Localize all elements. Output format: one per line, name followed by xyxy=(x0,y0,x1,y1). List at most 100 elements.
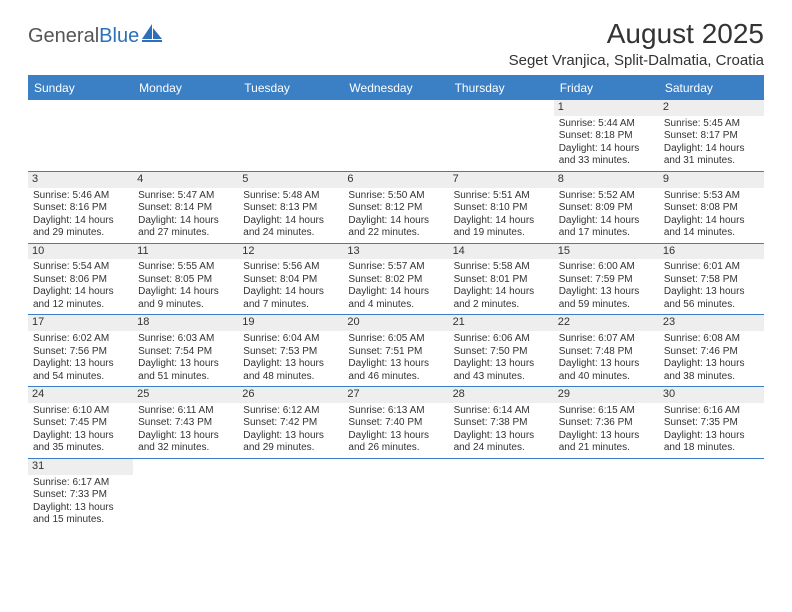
day-cell: 13Sunrise: 5:57 AMSunset: 8:02 PMDayligh… xyxy=(343,244,448,315)
sunset-text: Sunset: 8:04 PM xyxy=(243,274,338,287)
daylight-text: Daylight: 14 hours and 17 minutes. xyxy=(559,215,654,240)
day-cell: 22Sunrise: 6:07 AMSunset: 7:48 PMDayligh… xyxy=(554,315,659,386)
sunrise-text: Sunrise: 5:45 AM xyxy=(664,118,759,131)
daylight-text: Daylight: 13 hours and 56 minutes. xyxy=(664,286,759,311)
day-cell: 4Sunrise: 5:47 AMSunset: 8:14 PMDaylight… xyxy=(133,172,238,243)
day-number: 3 xyxy=(28,172,133,188)
sunset-text: Sunset: 7:35 PM xyxy=(664,417,759,430)
sunset-text: Sunset: 7:36 PM xyxy=(559,417,654,430)
daylight-text: Daylight: 14 hours and 9 minutes. xyxy=(138,286,233,311)
weekday-label: Friday xyxy=(554,77,659,100)
sunrise-text: Sunrise: 6:12 AM xyxy=(243,405,338,418)
day-cell: 21Sunrise: 6:06 AMSunset: 7:50 PMDayligh… xyxy=(449,315,554,386)
sunrise-text: Sunrise: 6:11 AM xyxy=(138,405,233,418)
header: GeneralBlue August 2025 Seget Vranjica, … xyxy=(28,18,764,69)
day-number: 4 xyxy=(133,172,238,188)
daylight-text: Daylight: 14 hours and 22 minutes. xyxy=(348,215,443,240)
day-number xyxy=(238,459,343,473)
day-cell: 24Sunrise: 6:10 AMSunset: 7:45 PMDayligh… xyxy=(28,387,133,458)
daylight-text: Daylight: 13 hours and 46 minutes. xyxy=(348,358,443,383)
day-number: 14 xyxy=(449,244,554,260)
sunrise-text: Sunrise: 6:06 AM xyxy=(454,333,549,346)
day-number: 13 xyxy=(343,244,448,260)
day-number: 20 xyxy=(343,315,448,331)
sunrise-text: Sunrise: 5:51 AM xyxy=(454,190,549,203)
day-cell xyxy=(238,100,343,171)
day-cell: 3Sunrise: 5:46 AMSunset: 8:16 PMDaylight… xyxy=(28,172,133,243)
day-number xyxy=(343,459,448,473)
day-number: 18 xyxy=(133,315,238,331)
sunset-text: Sunset: 7:42 PM xyxy=(243,417,338,430)
day-number: 21 xyxy=(449,315,554,331)
day-cell: 12Sunrise: 5:56 AMSunset: 8:04 PMDayligh… xyxy=(238,244,343,315)
sunrise-text: Sunrise: 5:47 AM xyxy=(138,190,233,203)
day-cell: 14Sunrise: 5:58 AMSunset: 8:01 PMDayligh… xyxy=(449,244,554,315)
sunset-text: Sunset: 8:05 PM xyxy=(138,274,233,287)
sunrise-text: Sunrise: 5:55 AM xyxy=(138,261,233,274)
sunset-text: Sunset: 7:43 PM xyxy=(138,417,233,430)
weekday-label: Wednesday xyxy=(343,77,448,100)
day-number xyxy=(554,459,659,473)
sunset-text: Sunset: 7:33 PM xyxy=(33,489,128,502)
day-cell: 29Sunrise: 6:15 AMSunset: 7:36 PMDayligh… xyxy=(554,387,659,458)
day-cell xyxy=(343,100,448,171)
sunrise-text: Sunrise: 6:10 AM xyxy=(33,405,128,418)
weekday-label: Saturday xyxy=(659,77,764,100)
daylight-text: Daylight: 13 hours and 15 minutes. xyxy=(33,502,128,527)
day-number: 22 xyxy=(554,315,659,331)
daylight-text: Daylight: 14 hours and 24 minutes. xyxy=(243,215,338,240)
sunrise-text: Sunrise: 6:02 AM xyxy=(33,333,128,346)
sunset-text: Sunset: 7:45 PM xyxy=(33,417,128,430)
day-cell xyxy=(554,459,659,530)
day-number: 11 xyxy=(133,244,238,260)
day-cell: 18Sunrise: 6:03 AMSunset: 7:54 PMDayligh… xyxy=(133,315,238,386)
day-number: 7 xyxy=(449,172,554,188)
day-cell: 11Sunrise: 5:55 AMSunset: 8:05 PMDayligh… xyxy=(133,244,238,315)
day-cell: 16Sunrise: 6:01 AMSunset: 7:58 PMDayligh… xyxy=(659,244,764,315)
week-row: 31Sunrise: 6:17 AMSunset: 7:33 PMDayligh… xyxy=(28,459,764,530)
week-row: 17Sunrise: 6:02 AMSunset: 7:56 PMDayligh… xyxy=(28,315,764,387)
weekday-label: Tuesday xyxy=(238,77,343,100)
sunset-text: Sunset: 8:01 PM xyxy=(454,274,549,287)
day-number: 28 xyxy=(449,387,554,403)
sunset-text: Sunset: 8:17 PM xyxy=(664,130,759,143)
day-cell xyxy=(449,459,554,530)
daylight-text: Daylight: 14 hours and 29 minutes. xyxy=(33,215,128,240)
day-cell: 30Sunrise: 6:16 AMSunset: 7:35 PMDayligh… xyxy=(659,387,764,458)
sunrise-text: Sunrise: 6:14 AM xyxy=(454,405,549,418)
daylight-text: Daylight: 14 hours and 33 minutes. xyxy=(559,143,654,168)
daylight-text: Daylight: 14 hours and 14 minutes. xyxy=(664,215,759,240)
daylight-text: Daylight: 13 hours and 35 minutes. xyxy=(33,430,128,455)
sunrise-text: Sunrise: 6:07 AM xyxy=(559,333,654,346)
day-cell: 8Sunrise: 5:52 AMSunset: 8:09 PMDaylight… xyxy=(554,172,659,243)
day-cell xyxy=(343,459,448,530)
day-number: 12 xyxy=(238,244,343,260)
day-cell: 1Sunrise: 5:44 AMSunset: 8:18 PMDaylight… xyxy=(554,100,659,171)
day-number: 30 xyxy=(659,387,764,403)
daylight-text: Daylight: 13 hours and 26 minutes. xyxy=(348,430,443,455)
daylight-text: Daylight: 14 hours and 2 minutes. xyxy=(454,286,549,311)
sunrise-text: Sunrise: 5:46 AM xyxy=(33,190,128,203)
week-row: 10Sunrise: 5:54 AMSunset: 8:06 PMDayligh… xyxy=(28,244,764,316)
day-number: 6 xyxy=(343,172,448,188)
day-cell: 6Sunrise: 5:50 AMSunset: 8:12 PMDaylight… xyxy=(343,172,448,243)
day-cell: 27Sunrise: 6:13 AMSunset: 7:40 PMDayligh… xyxy=(343,387,448,458)
day-number xyxy=(449,100,554,114)
day-number: 19 xyxy=(238,315,343,331)
calendar: Sunday Monday Tuesday Wednesday Thursday… xyxy=(28,75,764,530)
day-cell xyxy=(133,100,238,171)
sunrise-text: Sunrise: 5:52 AM xyxy=(559,190,654,203)
daylight-text: Daylight: 13 hours and 21 minutes. xyxy=(559,430,654,455)
day-cell: 20Sunrise: 6:05 AMSunset: 7:51 PMDayligh… xyxy=(343,315,448,386)
day-cell xyxy=(238,459,343,530)
week-row: 1Sunrise: 5:44 AMSunset: 8:18 PMDaylight… xyxy=(28,100,764,172)
day-cell: 28Sunrise: 6:14 AMSunset: 7:38 PMDayligh… xyxy=(449,387,554,458)
brand-part2: Blue xyxy=(99,25,139,48)
day-cell: 10Sunrise: 5:54 AMSunset: 8:06 PMDayligh… xyxy=(28,244,133,315)
day-cell: 19Sunrise: 6:04 AMSunset: 7:53 PMDayligh… xyxy=(238,315,343,386)
day-cell: 31Sunrise: 6:17 AMSunset: 7:33 PMDayligh… xyxy=(28,459,133,530)
day-number: 5 xyxy=(238,172,343,188)
day-number xyxy=(133,100,238,114)
weekday-label: Thursday xyxy=(449,77,554,100)
day-number: 29 xyxy=(554,387,659,403)
